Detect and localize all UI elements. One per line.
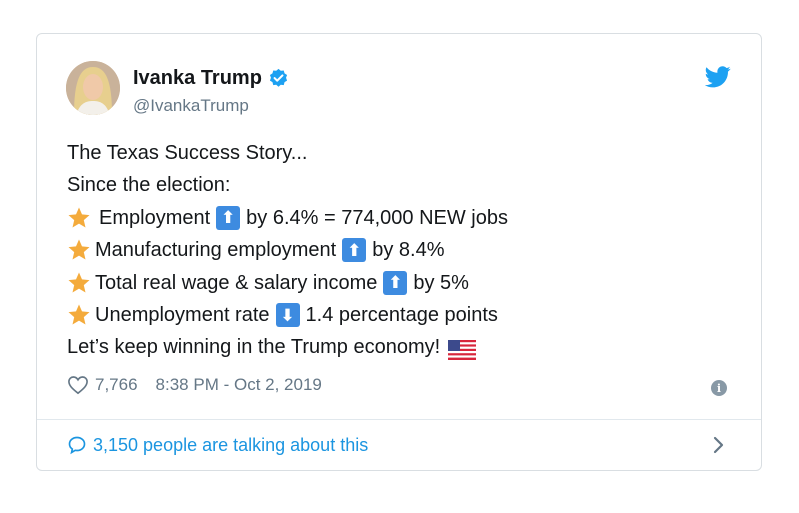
twitter-bird-icon[interactable] [704,66,731,88]
chevron-right-icon[interactable] [713,436,725,454]
conversation-link[interactable]: 3,150 people are talking about this [67,430,731,460]
author-handle[interactable]: @IvankaTrump [133,96,249,115]
like-count[interactable]: 7,766 [95,375,138,394]
heart-icon[interactable] [67,375,89,395]
star-icon [67,303,91,327]
tweet-card: Ivanka Trump @IvankaTrump The Texas Succ… [36,33,762,471]
arrow-up-icon: ⬆ [216,205,241,230]
tweet-line-text: Employment [99,206,211,229]
info-icon[interactable]: i [711,380,727,396]
conversation-count[interactable]: 3,150 people are talking about this [93,434,369,455]
tweet-meta: 7,766 8:38 PM - Oct 2, 2019 [67,375,322,395]
us-flag-icon [448,338,477,360]
verified-badge-icon [268,68,289,89]
tweet-line: Employment ⬆ by 6.4% = 774,000 NEW jobs [67,202,727,234]
tweet-line: Total real wage & salary income ⬆ by 5% [67,267,727,299]
tweet-line-text: Total real wage & salary income [95,271,378,294]
tweet-line-text: by 6.4% = 774,000 NEW jobs [246,206,508,229]
tweet-line-text: Since the election: [67,174,231,197]
timestamp[interactable]: 8:38 PM - Oct 2, 2019 [155,375,322,394]
author-name[interactable]: Ivanka Trump [133,67,262,89]
tweet-line: Manufacturing employment ⬆ by 8.4% [67,234,727,266]
divider [37,419,761,420]
star-icon [67,238,91,262]
tweet-line-text: Manufacturing employment [95,239,337,262]
arrow-up-icon: ⬆ [342,238,367,263]
tweet-line-text: 1.4 percentage points [305,303,498,326]
chat-bubble-icon [67,435,87,455]
author-name-row[interactable]: Ivanka Trump [133,67,289,90]
tweet-line-text: Let’s keep winning in the Trump economy! [67,336,441,359]
star-icon [67,206,91,230]
tweet-line: Since the election: [67,169,727,201]
tweet-text: The Texas Success Story... Since the ele… [67,137,727,364]
tweet-line: Unemployment rate ⬇ 1.4 percentage point… [67,299,727,331]
tweet-line-text: Unemployment rate [95,303,270,326]
avatar[interactable] [66,61,120,115]
tweet-line: Let’s keep winning in the Trump economy! [67,331,727,363]
star-icon [67,271,91,295]
arrow-up-icon: ⬆ [383,270,408,295]
tweet-line: The Texas Success Story... [67,137,727,169]
tweet-line-text: The Texas Success Story... [67,142,308,164]
arrow-down-icon: ⬇ [275,303,300,328]
tweet-line-text: by 8.4% [372,239,445,262]
tweet-line-text: by 5% [413,271,469,294]
